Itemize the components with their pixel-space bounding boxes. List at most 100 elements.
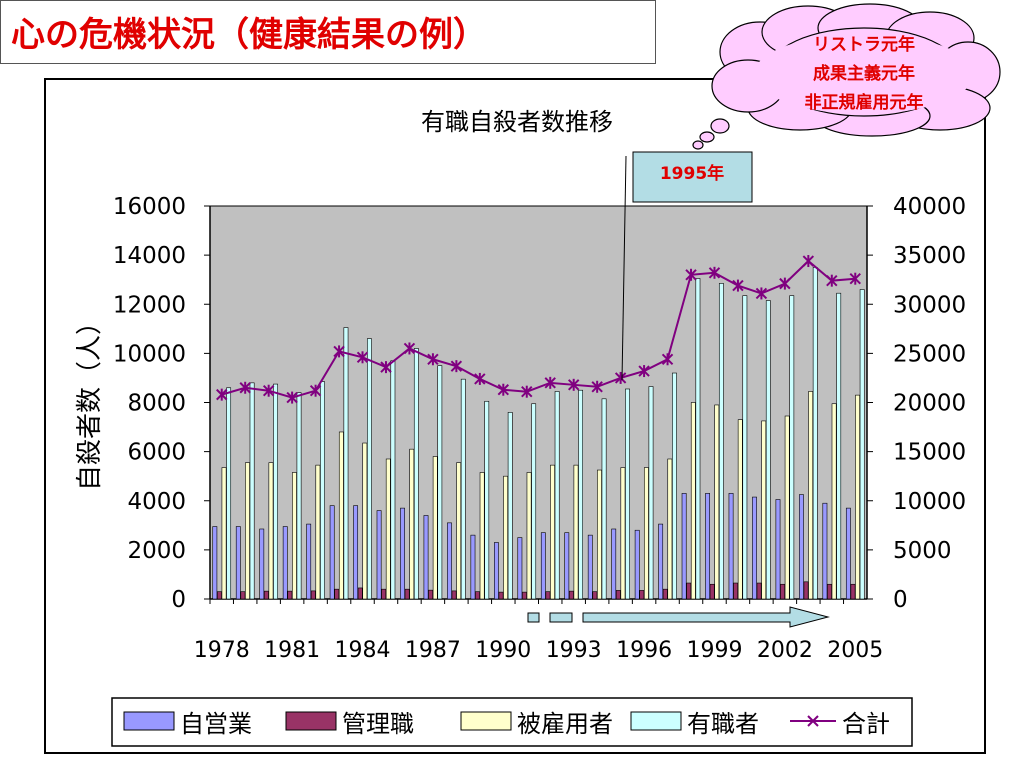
callout-pointer (621, 155, 627, 381)
slide-title-box: 心の危機状況（健康結果の例） (0, 0, 656, 64)
bar (831, 403, 837, 600)
bar (494, 542, 499, 600)
bar (273, 383, 278, 600)
total-marker (708, 266, 721, 279)
x-tick-label: 1993 (546, 638, 602, 663)
legend-marker (807, 715, 819, 727)
bar (845, 507, 851, 600)
legend-label: 自営業 (180, 710, 252, 738)
bar (611, 528, 617, 600)
bubble-line-2: 成果主義元年 (813, 63, 915, 84)
y-tick-label: 2000 (127, 538, 186, 564)
bar (381, 588, 387, 600)
bar (667, 458, 673, 600)
total-marker (286, 391, 298, 404)
bar (658, 523, 664, 600)
legend-swatch (630, 711, 682, 731)
bar (334, 588, 340, 600)
legend-label: 被雇用者 (517, 710, 613, 738)
total-marker (779, 277, 791, 290)
total-marker (638, 365, 650, 378)
bar (268, 462, 274, 600)
total-marker (544, 376, 556, 389)
bar (310, 590, 316, 600)
timeline-arrow (582, 606, 830, 628)
legend-label: 合計 (842, 710, 890, 738)
bar (385, 458, 391, 600)
plot-area: 0 2000 4000 6000 8000 10000 12000 14000 16000 0 50… (113, 194, 966, 663)
bar (296, 392, 302, 600)
bar (784, 415, 790, 600)
y-tick-label: 14000 (113, 243, 186, 269)
bar (409, 448, 415, 600)
y2-tick-label: 30000 (893, 292, 966, 318)
bar (245, 462, 250, 600)
x-tick-label: 1996 (616, 638, 672, 663)
bar (353, 505, 359, 600)
total-marker (427, 353, 439, 366)
bar (404, 588, 410, 600)
callout-text: 1995年 (660, 163, 724, 184)
bar (765, 300, 771, 600)
bar (212, 526, 218, 600)
thought-dot (692, 140, 704, 150)
y-tick-label: 6000 (127, 440, 186, 466)
total-marker (802, 255, 815, 268)
bar (451, 590, 457, 600)
x-tick-label: 2005 (827, 638, 883, 663)
bar (522, 591, 527, 600)
bar (550, 464, 555, 600)
bar (221, 467, 227, 600)
x-tick-label: 1981 (264, 638, 320, 663)
bar (338, 431, 344, 600)
bar (531, 403, 537, 600)
y2-tick-label: 5000 (893, 538, 952, 564)
total-marker (474, 372, 486, 385)
total-marker (849, 272, 861, 285)
y-tick-label: 16000 (113, 194, 186, 220)
bar (718, 283, 724, 600)
bar (752, 496, 757, 600)
total-marker (521, 385, 533, 398)
total-marker (755, 287, 768, 300)
bar (235, 526, 241, 600)
bar (479, 472, 485, 600)
legend-swatch (123, 711, 175, 731)
bar (686, 582, 692, 600)
chart-title: 有職自殺者数推移 (421, 108, 613, 136)
bubble-line-1: リストラ元年 (813, 34, 915, 55)
y2-tick-label: 10000 (893, 489, 966, 515)
total-marker (403, 342, 416, 355)
callout-box (632, 151, 753, 203)
bar (827, 583, 832, 600)
bar (315, 464, 321, 600)
x-tick-label: 1984 (335, 638, 391, 663)
total-marker (239, 381, 251, 394)
legend-swatch (285, 711, 337, 731)
bar (540, 532, 546, 600)
y2-tick-label: 35000 (893, 243, 966, 269)
bar (329, 505, 335, 600)
bar (263, 590, 269, 600)
bar (714, 404, 720, 600)
bar (780, 583, 785, 600)
bar (526, 472, 532, 600)
bar (808, 391, 814, 600)
bar (643, 467, 649, 600)
bar (592, 591, 598, 600)
bar (681, 493, 687, 600)
y-tick-label: 8000 (127, 391, 186, 417)
thought-dot (710, 118, 730, 134)
bar (728, 493, 734, 600)
total-marker (685, 268, 697, 281)
bar (376, 510, 382, 600)
total-marker (826, 274, 838, 287)
bar (554, 391, 560, 600)
thought-bubble: リストラ元年 成果主義元年 非正規雇用元年 (692, 3, 1001, 150)
bar (789, 295, 795, 600)
total-marker (333, 345, 345, 358)
y-tick-label: 10000 (113, 341, 186, 367)
bar (428, 589, 434, 600)
bar (761, 420, 767, 600)
